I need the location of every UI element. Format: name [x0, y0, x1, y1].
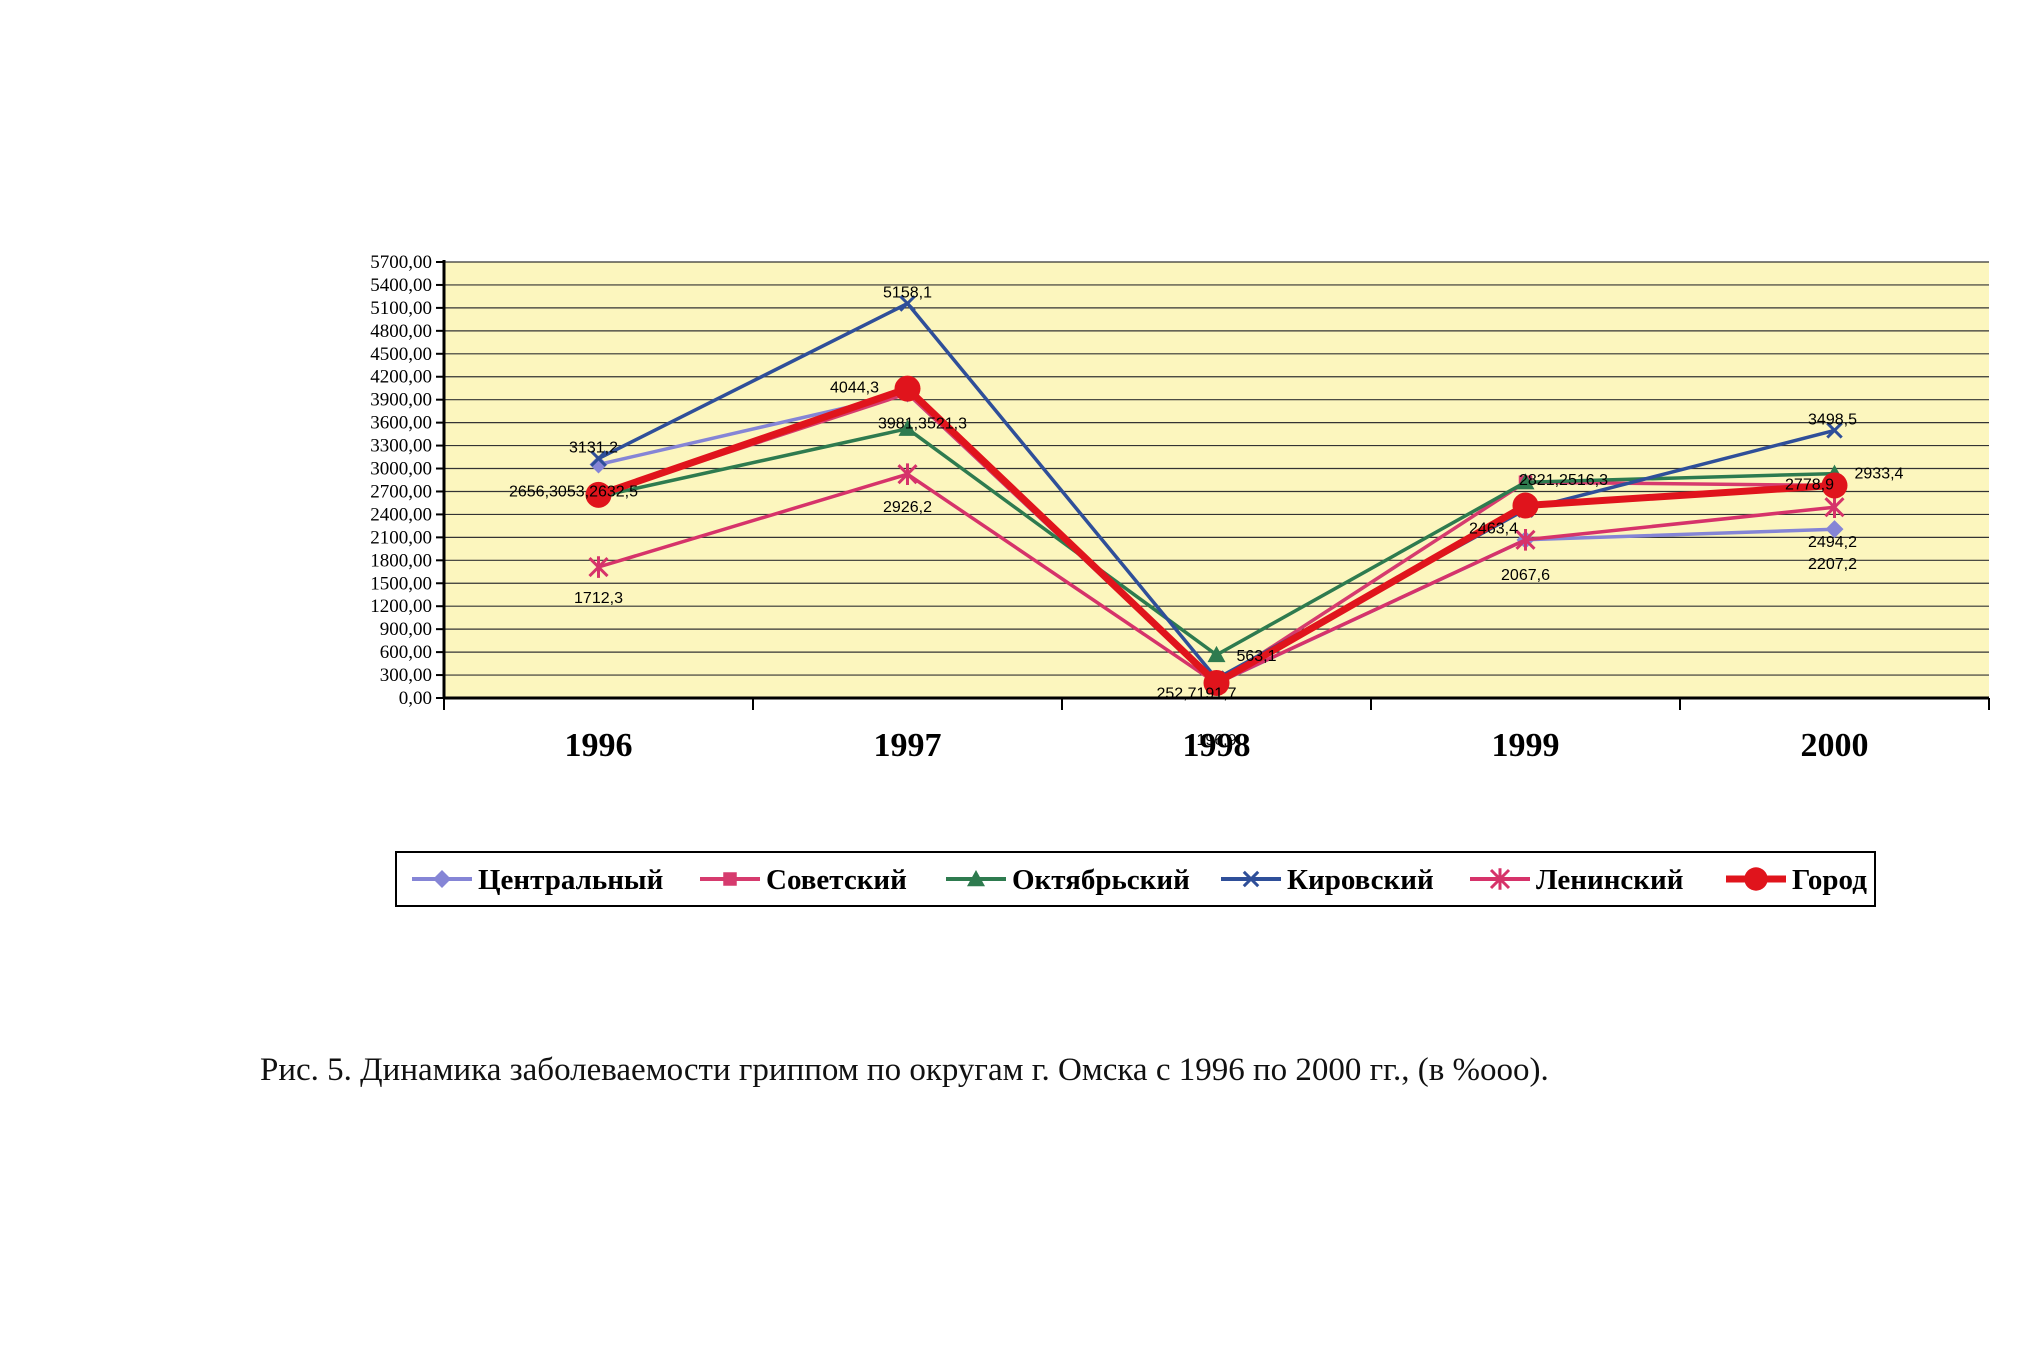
legend-item: Ленинский [1470, 864, 1683, 896]
y-tick-label: 1200,00 [370, 596, 432, 617]
marker-diamond [1825, 520, 1844, 539]
marker-triangle [1207, 645, 1226, 663]
marker-star [897, 463, 918, 485]
x-tick-label: 2000 [1801, 727, 1869, 764]
legend-item: Центральный [412, 864, 663, 896]
data-label: 3131,2 [569, 439, 618, 456]
gridlines [444, 261, 1989, 676]
marker-diamond [433, 870, 451, 888]
marker-x [1826, 422, 1843, 439]
marker-star [588, 556, 609, 578]
y-tick-label: 3900,00 [370, 390, 432, 411]
y-tick-label: 4800,00 [370, 321, 432, 342]
data-label: 3498,5 [1808, 411, 1857, 428]
y-tick-label: 5100,00 [370, 298, 432, 319]
legend-label: Советский [766, 864, 907, 896]
legend-label: Город [1792, 864, 1867, 896]
marker-star [1824, 496, 1845, 519]
data-label: 563,1 [1236, 648, 1276, 665]
legend: Центральный Советский Октябрьский Кировский… [395, 851, 1876, 907]
data-label: 5158,1 [883, 284, 932, 301]
data-label: 3981,3521,3 [878, 416, 967, 433]
series-layer [585, 295, 1848, 696]
marker-x [1242, 870, 1260, 888]
marker-circle [894, 375, 921, 402]
marker-star [1515, 529, 1536, 551]
y-tick-label: 3300,00 [370, 436, 432, 457]
y-tick-label: 2400,00 [370, 504, 432, 525]
data-label: 1712,3 [574, 590, 623, 607]
legend-label: Центральный [478, 864, 663, 896]
data-label: 2778,9 [1785, 476, 1834, 493]
data-label: 196,9 [1196, 732, 1236, 749]
y-tick-label: 600,00 [380, 642, 432, 663]
data-label: 2207,2 [1808, 556, 1857, 573]
legend-box [395, 851, 1876, 907]
legend-item: Кировский [1221, 864, 1434, 896]
data-labels: 3131,2 2656,3053,2632,5 1712,3 5158,1 4044,3… [509, 284, 1904, 748]
data-label: 2494,2 [1808, 534, 1857, 551]
data-label: 2067,6 [1501, 567, 1550, 584]
y-tick-label: 4200,00 [370, 367, 432, 388]
marker-square [723, 872, 737, 886]
legend-label: Ленинский [1536, 864, 1683, 896]
y-tick-label: 1500,00 [370, 573, 432, 594]
plot-area [444, 262, 1989, 698]
figure-caption: Рис. 5. Динамика заболеваемости гриппом … [260, 1052, 1549, 1088]
data-label: 2926,2 [883, 499, 932, 516]
y-tick-label: 5700,00 [370, 252, 432, 273]
legend-item: Советский [700, 864, 907, 896]
series-Город [585, 375, 1848, 696]
data-label: 2463,4 [1469, 521, 1518, 538]
x-tick-label: 1999 [1492, 727, 1560, 764]
marker-triangle [898, 419, 917, 436]
marker-x [899, 295, 916, 312]
y-tick-label: 0,00 [399, 688, 432, 709]
y-tick-label: 3600,00 [370, 413, 432, 434]
legend-item: Город [1726, 864, 1867, 896]
y-tick-label: 2700,00 [370, 481, 432, 502]
marker-circle [585, 481, 612, 508]
marker-circle [1744, 867, 1768, 891]
data-label: 2821,2516,3 [1519, 472, 1608, 489]
data-label: 252,7191,7 [1156, 686, 1236, 703]
x-tick-label: 1996 [565, 727, 633, 764]
legend-label: Октябрьский [1012, 864, 1190, 896]
marker-diamond [589, 455, 608, 474]
y-tick-label: 1800,00 [370, 550, 432, 571]
y-tick-label: 2100,00 [370, 527, 432, 548]
marker-circle [1512, 492, 1539, 519]
y-tick-label: 3000,00 [370, 459, 432, 480]
data-label: 4044,3 [830, 380, 879, 397]
marker-circle [1821, 472, 1848, 499]
y-tick-label: 4500,00 [370, 344, 432, 365]
x-tick-label: 1997 [874, 727, 942, 764]
marker-triangle [967, 870, 985, 887]
y-tick-label: 300,00 [380, 665, 432, 686]
legend-label: Кировский [1287, 864, 1434, 896]
y-tick-label: 5400,00 [370, 275, 432, 296]
data-label: 2656,3053,2632,5 [509, 484, 638, 501]
axes: 0,00300,00600,00900,001200,001500,001800… [370, 252, 1990, 764]
marker-star [1489, 868, 1511, 890]
marker-triangle [1516, 473, 1535, 490]
y-tick-label: 900,00 [380, 619, 432, 640]
marker-circle [1203, 669, 1230, 696]
x-tick-label: 1998 [1183, 727, 1251, 764]
legend-item: Октябрьский [946, 864, 1190, 896]
marker-x [590, 450, 607, 467]
data-label: 2933,4 [1855, 466, 1904, 483]
